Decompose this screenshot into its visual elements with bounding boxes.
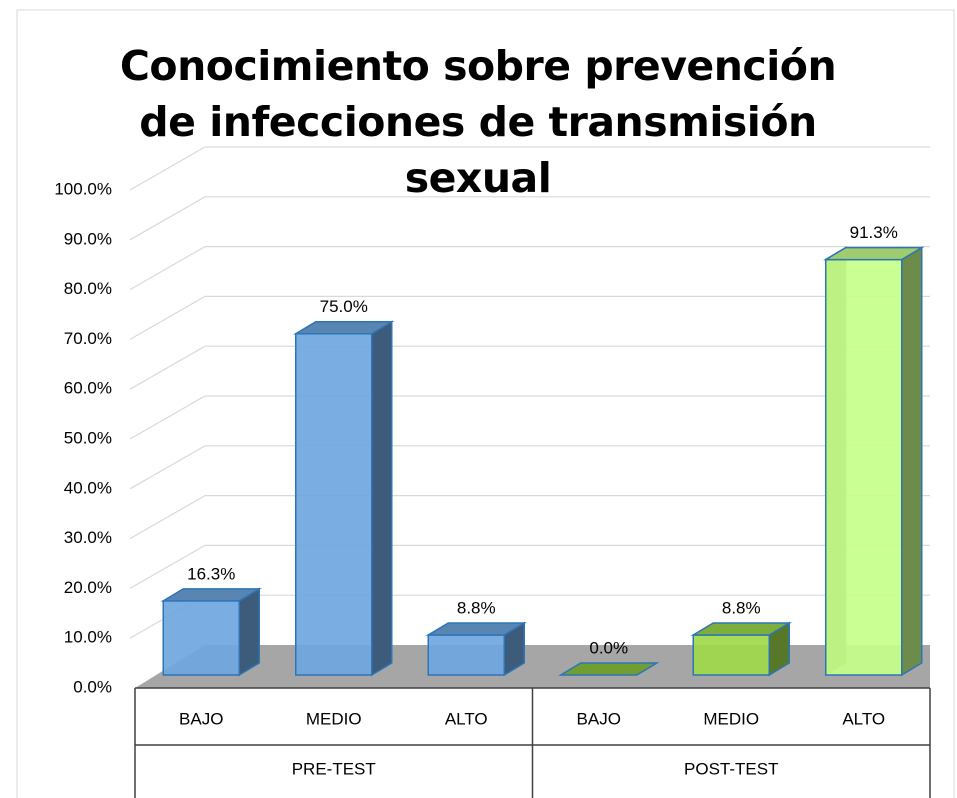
grid-line xyxy=(129,495,930,540)
value-label: 16.3% xyxy=(187,564,235,583)
bar-front xyxy=(295,333,373,676)
y-tick-label: 90.0% xyxy=(64,229,112,248)
bar xyxy=(160,587,262,677)
value-label: 8.8% xyxy=(457,598,496,617)
chart-title: Conocimiento sobre prevención de infecci… xyxy=(119,42,837,202)
bar xyxy=(425,621,527,677)
y-tick-label: 100.0% xyxy=(54,179,112,198)
bar-side xyxy=(371,320,393,677)
value-label: 8.8% xyxy=(722,598,761,617)
bar-top xyxy=(425,622,527,636)
value-label: 75.0% xyxy=(320,297,368,316)
grid-line xyxy=(129,445,930,490)
grid-line xyxy=(129,544,930,589)
bar-front xyxy=(162,600,240,676)
bar-top xyxy=(293,321,395,335)
chart-border xyxy=(16,9,955,798)
y-tick-label: 50.0% xyxy=(64,428,112,447)
x-tick-label: ALTO xyxy=(445,709,488,728)
x-tick-label: BAJO xyxy=(577,709,621,728)
bar-front xyxy=(427,634,505,676)
bar-top xyxy=(690,622,792,636)
value-label: 91.3% xyxy=(850,223,898,242)
bar-side xyxy=(901,246,923,677)
y-tick-label: 20.0% xyxy=(64,578,112,597)
y-tick-label: 70.0% xyxy=(64,329,112,348)
bar-front xyxy=(825,258,903,676)
bar-top xyxy=(558,662,660,676)
grid-line xyxy=(129,246,930,291)
y-tick-label: 80.0% xyxy=(64,279,112,298)
bar-side xyxy=(238,587,260,677)
bar-top xyxy=(823,246,925,261)
grid-line xyxy=(129,345,930,390)
value-label: 0.0% xyxy=(589,638,628,657)
y-tick-label: 60.0% xyxy=(64,379,112,398)
grid-line xyxy=(129,146,930,191)
bar-front xyxy=(692,634,770,676)
x-tick-label: BAJO xyxy=(179,709,223,728)
grid-line xyxy=(129,395,930,440)
y-tick-label: 0.0% xyxy=(73,677,112,696)
bar xyxy=(558,662,660,676)
bar xyxy=(823,246,925,677)
grid-line xyxy=(129,196,930,241)
group-label: PRE-TEST xyxy=(292,759,376,778)
group-label: POST-TEST xyxy=(684,759,778,778)
y-tick-label: 30.0% xyxy=(64,528,112,547)
x-tick-label: MEDIO xyxy=(703,709,759,728)
grid-line xyxy=(129,295,930,340)
y-tick-label: 40.0% xyxy=(64,478,112,497)
bar xyxy=(690,621,792,677)
y-tick-label: 10.0% xyxy=(64,628,112,647)
bar xyxy=(293,320,395,677)
bar-top xyxy=(160,588,262,602)
x-tick-label: ALTO xyxy=(842,709,885,728)
x-tick-label: MEDIO xyxy=(306,709,362,728)
